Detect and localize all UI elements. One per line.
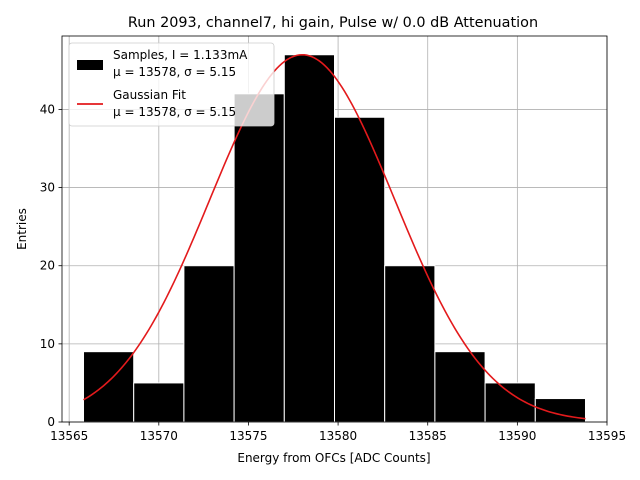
y-tick-label-0: 0: [47, 415, 55, 429]
x-tick-label-6: 13595: [588, 429, 626, 443]
legend-fit-stats: μ = 13578, σ = 5.15: [113, 105, 236, 119]
x-tick-label-3: 13580: [319, 429, 357, 443]
x-axis-ticks: 13565 13570 13575 13580 13585 13590 13595: [50, 422, 626, 443]
histogram-bar-1: [133, 382, 185, 423]
histogram-bar-3: [233, 93, 285, 423]
legend-fit-label: Gaussian Fit: [113, 88, 186, 102]
legend-histogram-label: Samples, I = 1.133mA: [113, 48, 248, 62]
histogram-bar-6: [384, 265, 436, 423]
x-axis-label: Energy from OFCs [ADC Counts]: [237, 451, 430, 465]
x-tick-label-5: 13590: [498, 429, 536, 443]
legend-histogram-swatch: [77, 60, 103, 70]
legend-histogram-stats: μ = 13578, σ = 5.15: [113, 65, 236, 79]
y-tick-label-3: 30: [40, 181, 55, 195]
legend-box: [68, 42, 275, 127]
y-tick-label-4: 40: [40, 102, 55, 116]
histogram-bar-0: [83, 351, 135, 423]
axes-frame: [61, 35, 608, 423]
histogram-bar-2: [183, 265, 235, 423]
histogram-bar-4: [283, 54, 336, 423]
y-tick-label-1: 10: [40, 337, 55, 351]
histogram-bar-5: [334, 116, 386, 423]
y-axis-ticks: 0 10 20 30 40: [40, 102, 62, 429]
histogram-bar-7: [434, 351, 486, 423]
y-axis-label: Entries: [15, 208, 29, 250]
histogram-bars: [83, 54, 586, 423]
x-tick-label-1: 13570: [140, 429, 178, 443]
y-tick-label-2: 20: [40, 259, 55, 273]
gaussian-fit-line: [83, 53, 586, 420]
chart-title: Run 2093, channel7, hi gain, Pulse w/ 0.…: [128, 15, 538, 31]
histogram-bar-8: [484, 382, 536, 423]
x-tick-label-0: 13565: [50, 429, 88, 443]
legend: Samples, I = 1.133mA μ = 13578, σ = 5.15…: [68, 42, 275, 127]
x-tick-label-4: 13585: [409, 429, 447, 443]
x-tick-label-2: 13575: [229, 429, 267, 443]
